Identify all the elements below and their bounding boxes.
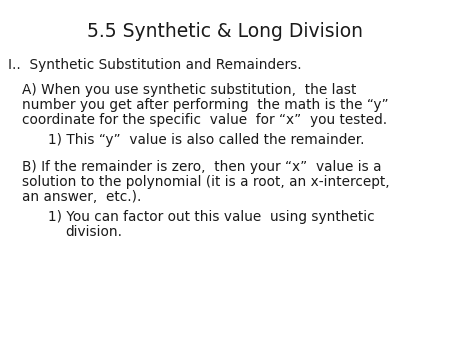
Text: solution to the polynomial (it is a root, an x-intercept,: solution to the polynomial (it is a root… — [22, 175, 390, 189]
Text: coordinate for the specific  value  for “x”  you tested.: coordinate for the specific value for “x… — [22, 113, 387, 127]
Text: 1) You can factor out this value  using synthetic: 1) You can factor out this value using s… — [48, 210, 374, 224]
Text: division.: division. — [65, 225, 122, 239]
Text: number you get after performing  the math is the “y”: number you get after performing the math… — [22, 98, 389, 112]
Text: 1) This “y”  value is also called the remainder.: 1) This “y” value is also called the rem… — [48, 133, 364, 147]
Text: 5.5 Synthetic & Long Division: 5.5 Synthetic & Long Division — [87, 22, 363, 41]
Text: an answer,  etc.).: an answer, etc.). — [22, 190, 141, 204]
Text: A) When you use synthetic substitution,  the last: A) When you use synthetic substitution, … — [22, 83, 356, 97]
Text: I..  Synthetic Substitution and Remainders.: I.. Synthetic Substitution and Remainder… — [8, 58, 302, 72]
Text: B) If the remainder is zero,  then your “x”  value is a: B) If the remainder is zero, then your “… — [22, 160, 382, 174]
